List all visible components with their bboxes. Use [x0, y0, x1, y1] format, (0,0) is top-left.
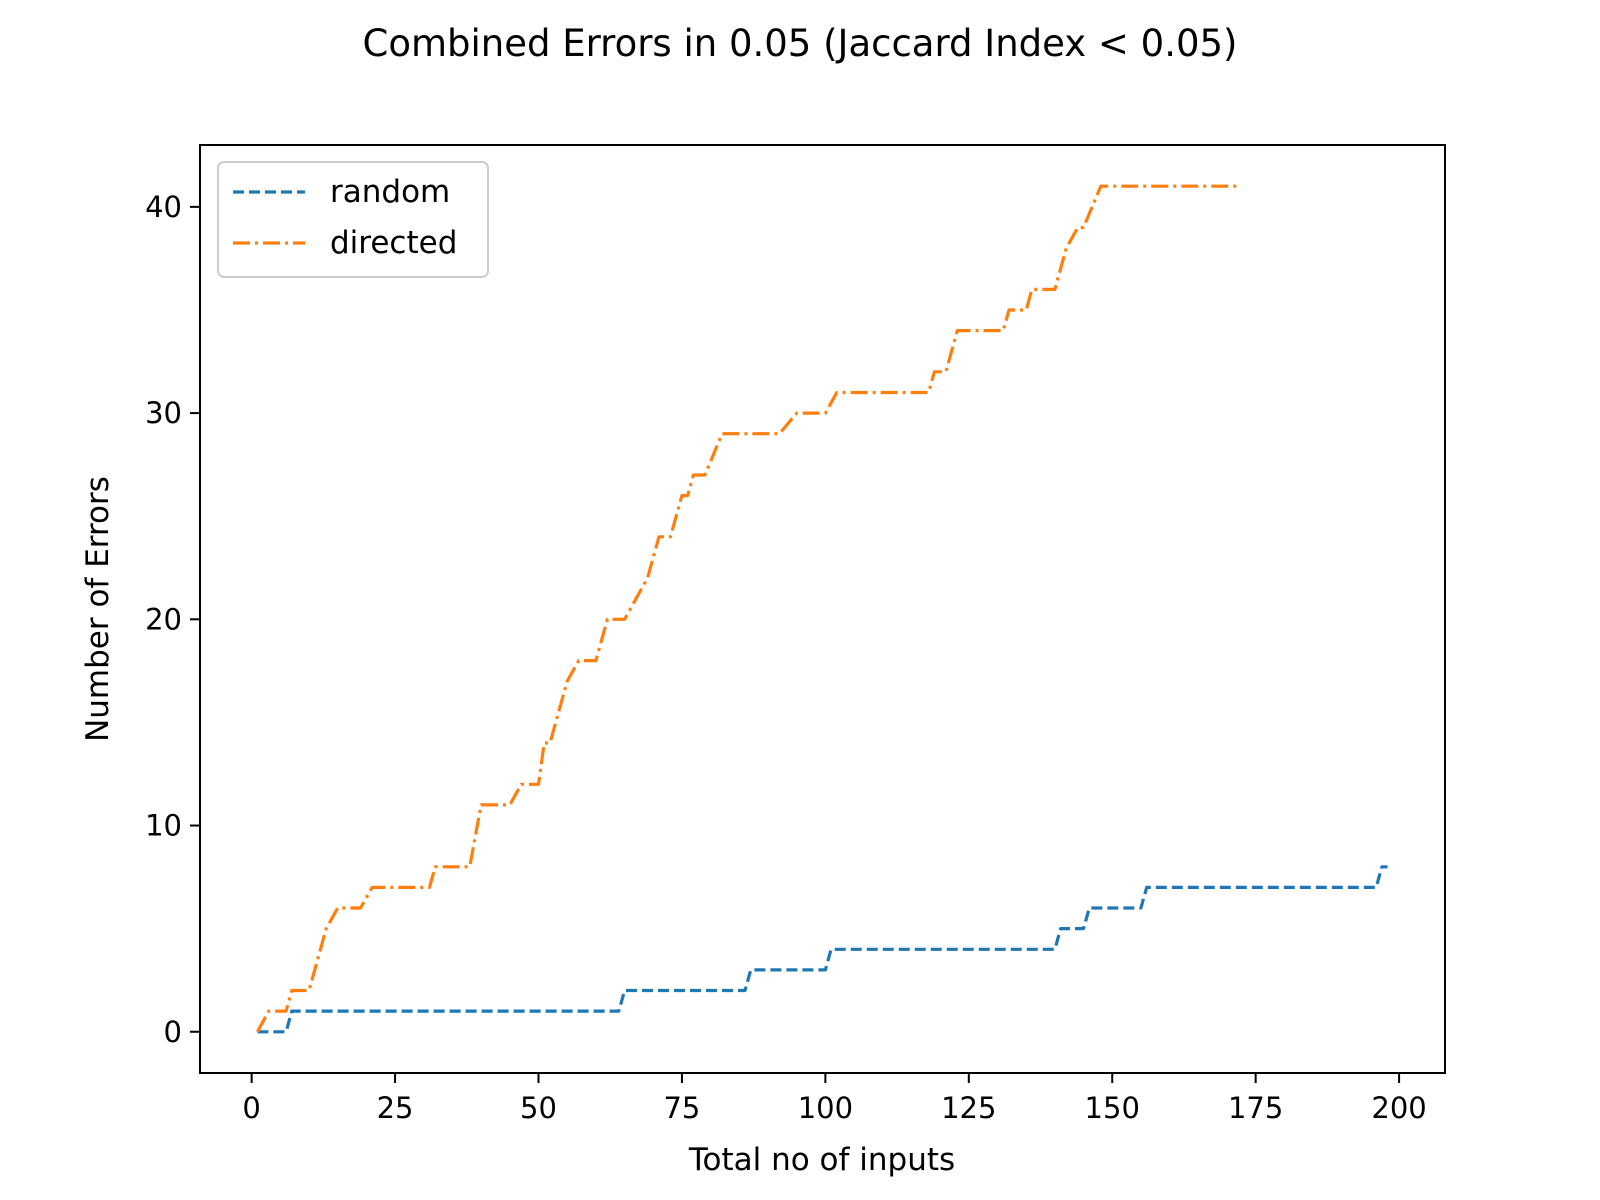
y-tick-label: 30	[145, 396, 182, 430]
series-line-random	[257, 865, 1388, 1034]
x-tick-label: 200	[1371, 1091, 1426, 1125]
legend-label-random: random	[330, 174, 450, 210]
x-tick-label: 100	[798, 1091, 853, 1125]
y-tick-label: 20	[145, 602, 182, 636]
chart-title: Combined Errors in 0.05 (Jaccard Index <…	[363, 22, 1238, 65]
x-tick-label: 175	[1228, 1091, 1283, 1125]
x-axis: 0 25 50 75 100 125 150 175 200	[242, 1073, 1427, 1125]
x-tick-label: 25	[377, 1091, 414, 1125]
y-tick-label: 0	[164, 1015, 182, 1049]
x-tick-label: 0	[242, 1091, 260, 1125]
x-tick-label: 150	[1085, 1091, 1140, 1125]
legend-label-directed: directed	[330, 225, 457, 261]
plot-area-frame	[199, 144, 1446, 1074]
y-tick-label: 10	[145, 809, 182, 843]
x-tick-label: 125	[941, 1091, 996, 1125]
series-layer	[255, 184, 1388, 1034]
y-tick-label: 40	[145, 190, 182, 224]
legend: random directed	[217, 161, 489, 278]
x-axis-label: Total no of inputs	[688, 1142, 955, 1178]
x-tick-label: 50	[520, 1091, 557, 1125]
y-axis-label: Number of Errors	[80, 476, 116, 742]
x-tick-label: 75	[663, 1091, 700, 1125]
series-line-directed	[255, 184, 1239, 1033]
y-axis: 0 10 20 30 40	[145, 190, 200, 1049]
